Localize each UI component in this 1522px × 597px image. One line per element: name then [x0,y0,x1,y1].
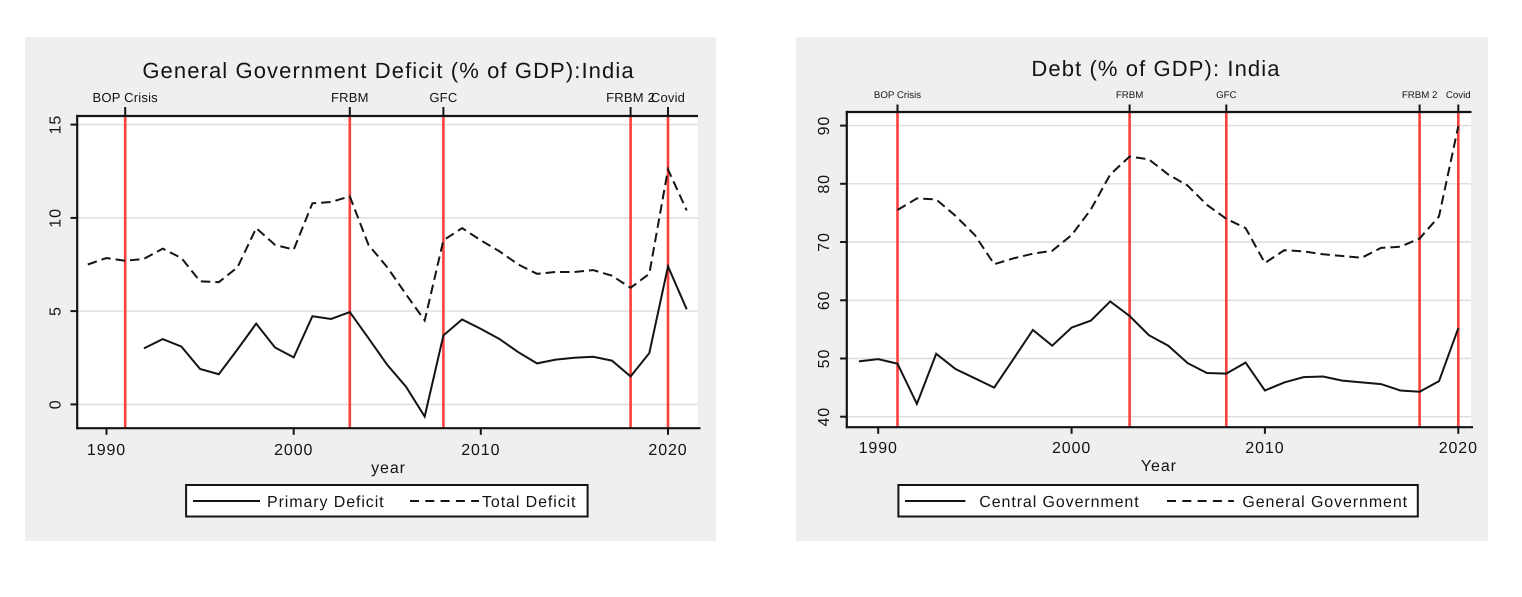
svg-text:FRBM 2: FRBM 2 [606,90,655,105]
svg-text:FRBM: FRBM [331,90,369,105]
svg-text:2010: 2010 [1245,440,1284,457]
svg-text:10: 10 [48,208,65,228]
svg-text:2010: 2010 [461,442,500,459]
svg-text:5: 5 [48,306,65,316]
svg-text:BOP Crisis: BOP Crisis [874,90,921,101]
svg-text:Covid: Covid [1446,90,1471,101]
svg-text:FRBM 2: FRBM 2 [1402,90,1438,101]
svg-text:0: 0 [48,399,65,409]
svg-text:Primary Deficit: Primary Deficit [267,494,385,511]
svg-text:Covid: Covid [651,90,685,105]
svg-text:90: 90 [816,116,833,136]
svg-text:2000: 2000 [274,442,313,459]
svg-text:Central Government: Central Government [979,494,1139,511]
svg-text:60: 60 [816,290,833,310]
svg-text:General Government Deficit (%: General Government Deficit (% of GDP):In… [142,58,634,83]
svg-text:1990: 1990 [87,442,126,459]
svg-text:GFC: GFC [1216,90,1236,101]
svg-text:Year: Year [1141,458,1177,475]
svg-text:year: year [371,460,406,477]
svg-text:15: 15 [48,115,65,135]
svg-text:2020: 2020 [1439,440,1478,457]
svg-text:40: 40 [816,407,833,427]
svg-text:BOP Crisis: BOP Crisis [93,90,159,105]
svg-text:80: 80 [816,174,833,194]
svg-text:2000: 2000 [1052,440,1091,457]
svg-text:2020: 2020 [648,442,687,459]
svg-text:Total Deficit: Total Deficit [482,494,576,511]
svg-text:GFC: GFC [429,90,457,105]
svg-text:Debt (% of GDP): India: Debt (% of GDP): India [1031,56,1280,81]
svg-text:50: 50 [816,349,833,369]
svg-text:1990: 1990 [859,440,898,457]
svg-text:General Government: General Government [1242,494,1408,511]
svg-text:70: 70 [816,232,833,252]
svg-text:FRBM: FRBM [1116,90,1143,101]
